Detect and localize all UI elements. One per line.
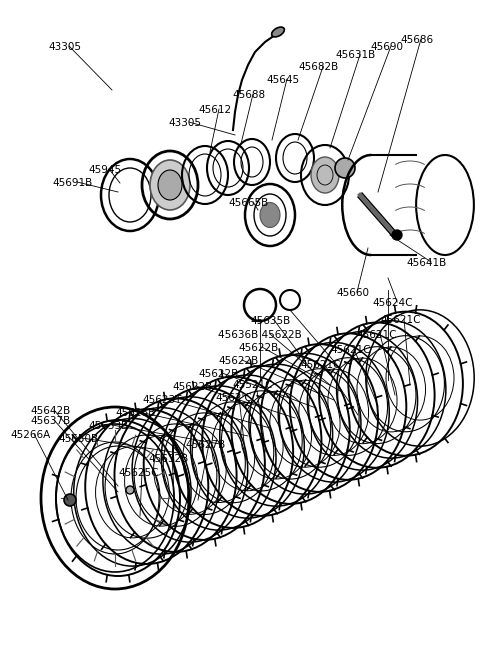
Text: 45625C: 45625C (118, 468, 158, 478)
Text: 45621C: 45621C (356, 330, 396, 340)
Text: 43305: 43305 (168, 118, 201, 128)
Text: 45624C: 45624C (372, 298, 412, 308)
Ellipse shape (311, 157, 339, 193)
Text: 45621C: 45621C (380, 315, 420, 325)
Text: 45632B: 45632B (148, 454, 188, 464)
Text: 45690: 45690 (370, 42, 403, 52)
Text: 45633B: 45633B (88, 421, 128, 431)
Text: 45637B: 45637B (30, 416, 70, 426)
Text: 45635B: 45635B (250, 316, 290, 326)
Circle shape (392, 230, 402, 240)
Text: 45622B: 45622B (172, 382, 212, 392)
Text: 45623T: 45623T (142, 395, 181, 405)
Text: 4562'C: 4562'C (215, 393, 252, 403)
Text: 45665B: 45665B (228, 198, 268, 208)
Circle shape (126, 486, 134, 494)
Text: 45622B: 45622B (218, 356, 258, 366)
Text: 45691B: 45691B (52, 178, 92, 188)
Text: 45266A: 45266A (10, 430, 50, 440)
Text: 45627B: 45627B (185, 440, 225, 450)
Ellipse shape (158, 170, 182, 200)
Text: 45688: 45688 (232, 90, 265, 100)
Text: 45945: 45945 (88, 165, 121, 175)
Text: 45650B: 45650B (58, 434, 98, 444)
Text: 45622B: 45622B (238, 343, 278, 353)
Text: 45660: 45660 (336, 288, 369, 298)
Ellipse shape (260, 202, 280, 227)
Text: 45636B 45622B: 45636B 45622B (218, 330, 302, 340)
Text: 45682B: 45682B (298, 62, 338, 72)
Ellipse shape (272, 27, 284, 37)
Text: 43305: 43305 (48, 42, 81, 52)
Ellipse shape (150, 160, 190, 210)
Circle shape (64, 494, 76, 506)
Text: 45626B: 45626B (115, 408, 155, 418)
Text: 45686: 45686 (400, 35, 433, 45)
Text: 45642B: 45642B (30, 406, 70, 416)
Text: 45621C: 45621C (330, 345, 371, 355)
Text: 45622B: 45622B (198, 369, 238, 379)
Text: 45612: 45612 (198, 105, 231, 115)
Text: 45631B: 45631B (335, 50, 375, 60)
Text: 45641B: 45641B (406, 258, 446, 268)
Circle shape (335, 158, 355, 178)
Text: 45645: 45645 (266, 75, 299, 85)
Text: 45621C: 45621C (300, 360, 340, 370)
Text: 45521C: 45521C (232, 380, 273, 390)
